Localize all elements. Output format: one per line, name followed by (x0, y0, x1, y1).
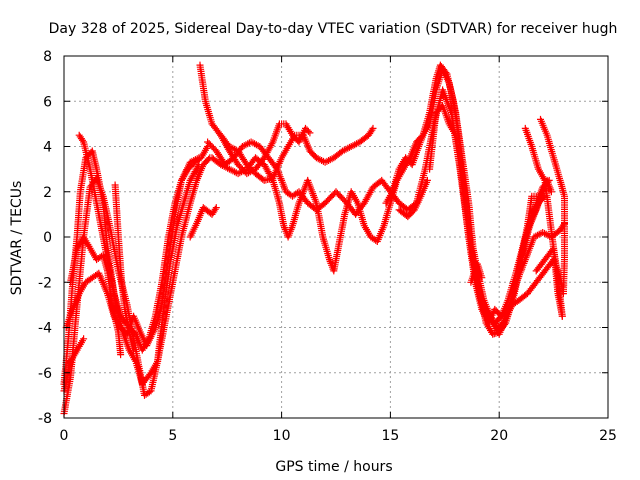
y-axis-label: SDTVAR / TECUs (9, 181, 25, 296)
x-tick-label: 15 (381, 428, 399, 444)
series-marks (517, 192, 542, 264)
series-track-e (75, 131, 203, 388)
series-marks (208, 61, 549, 338)
x-tick-label: 5 (168, 428, 177, 444)
series-track-v (467, 260, 486, 286)
x-axis-label: GPS time / hours (275, 459, 392, 475)
series-marks (111, 181, 138, 354)
x-tick-label: 25 (599, 428, 617, 444)
series-marks (67, 233, 125, 359)
series-marks (521, 124, 566, 320)
y-tick-label: 8 (43, 49, 52, 65)
y-tick-label: -8 (38, 411, 52, 427)
series-marks (186, 204, 220, 241)
series-track-u (537, 115, 568, 298)
series-track-g (111, 181, 138, 354)
x-tick-label: 10 (273, 428, 291, 444)
chart-title: Day 328 of 2025, Sidereal Day-to-day VTE… (49, 21, 618, 37)
series-marks (204, 86, 553, 327)
series-track-f (67, 233, 125, 359)
series-track-l (208, 61, 549, 338)
y-tick-label: 0 (43, 230, 52, 246)
axis-ticks: 0 5 10 15 20 25 -8 -6 -4 -2 0 2 4 6 8 (38, 49, 617, 444)
series-marks (395, 176, 431, 221)
data-series (60, 61, 568, 417)
x-tick-label: 20 (490, 428, 508, 444)
series-marks (75, 131, 203, 388)
series-track-t (521, 124, 566, 320)
y-tick-label: -6 (38, 366, 52, 382)
y-tick-label: 2 (43, 185, 52, 201)
y-tick-label: 6 (43, 94, 52, 110)
series-track-r (517, 192, 542, 264)
series-track-j (204, 86, 553, 327)
series-marks (537, 115, 568, 298)
series-track-p (482, 256, 566, 338)
series-track-o (395, 176, 431, 221)
series-track-h (186, 204, 220, 241)
x-tick-label: 0 (60, 428, 69, 444)
y-tick-label: -4 (38, 321, 52, 337)
series-marks (217, 120, 314, 178)
series-marks (467, 260, 486, 286)
series-marks (482, 256, 566, 338)
y-tick-label: 4 (43, 140, 52, 156)
series-track-k (217, 120, 314, 178)
y-tick-label: -2 (38, 275, 52, 291)
